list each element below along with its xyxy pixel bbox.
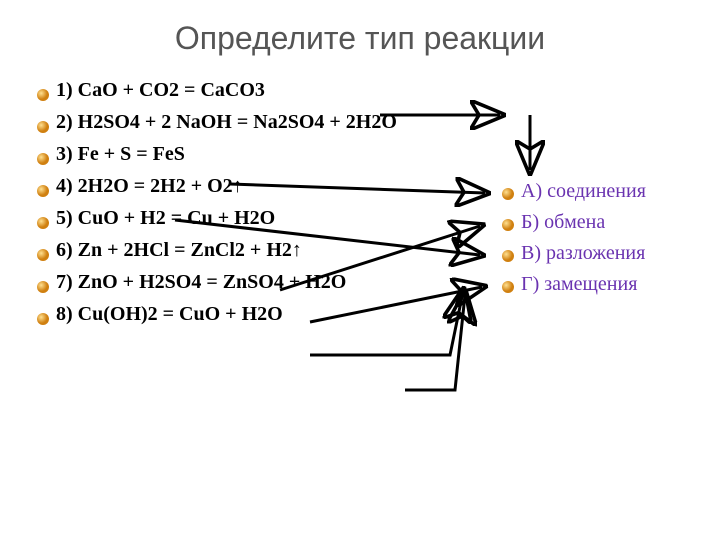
reaction-item: 3) Fe + S = FeS	[40, 141, 450, 167]
reaction-item: 7) ZnO + H2SO4 = ZnSO4 + H2O	[40, 269, 450, 295]
reaction-text: 3) Fe + S = FeS	[56, 143, 185, 165]
reaction-text: 4) 2H2O = 2H2 + O2↑	[56, 175, 243, 197]
answer-text: В) разложения	[521, 242, 645, 264]
bullet-icon	[36, 211, 50, 225]
answer-text: Б) обмена	[521, 211, 605, 233]
bullet-icon	[501, 277, 515, 291]
reaction-text: 6) Zn + 2HCl = ZnCl2 + H2↑	[56, 239, 302, 261]
reaction-text: 1) СаО + СО2 = СаСО3	[56, 79, 265, 101]
reactions-list: 1) СаО + СО2 = СаСО3 2) Н2SО4 + 2 NaOH =…	[40, 77, 450, 333]
slide-container: Определите тип реакции 1) СаО + СО2 = Са…	[0, 0, 720, 540]
bullet-icon	[36, 83, 50, 97]
reaction-text: 5) CuO + H2 = Cu + H2O	[56, 207, 275, 229]
answer-text: Г) замещения	[521, 273, 637, 295]
bullet-icon	[501, 184, 515, 198]
bullet-icon	[36, 243, 50, 257]
reaction-item: 6) Zn + 2HCl = ZnCl2 + H2↑	[40, 237, 450, 263]
bullet-icon	[36, 115, 50, 129]
reaction-item: 1) СаО + СО2 = СаСО3	[40, 77, 450, 103]
reaction-item: 5) CuO + H2 = Cu + H2O	[40, 205, 450, 231]
answer-item: Б) обмена	[505, 211, 675, 234]
reaction-text: 2) Н2SО4 + 2 NaOH = Na2SО4 + 2Н2О	[56, 111, 397, 133]
bullet-icon	[36, 275, 50, 289]
bullet-icon	[36, 147, 50, 161]
reaction-text: 8) Cu(OH)2 = CuO + H2O	[56, 303, 283, 325]
answers-list: А) соединения Б) обмена В) разложения Г)…	[505, 180, 675, 304]
reaction-item: 8) Cu(OH)2 = CuO + H2O	[40, 301, 450, 327]
answer-item: А) соединения	[505, 180, 675, 203]
bullet-icon	[501, 246, 515, 260]
answer-item: Г) замещения	[505, 273, 675, 296]
reaction-item: 4) 2H2O = 2H2 + O2↑	[40, 173, 450, 199]
reaction-text: 7) ZnO + H2SO4 = ZnSO4 + H2O	[56, 271, 346, 293]
reaction-item: 2) Н2SО4 + 2 NaOH = Na2SО4 + 2Н2О	[40, 109, 450, 135]
answer-item: В) разложения	[505, 242, 675, 265]
bullet-icon	[36, 179, 50, 193]
slide-title: Определите тип реакции	[40, 20, 680, 57]
answer-text: А) соединения	[521, 180, 646, 202]
bullet-icon	[501, 215, 515, 229]
bullet-icon	[36, 307, 50, 321]
